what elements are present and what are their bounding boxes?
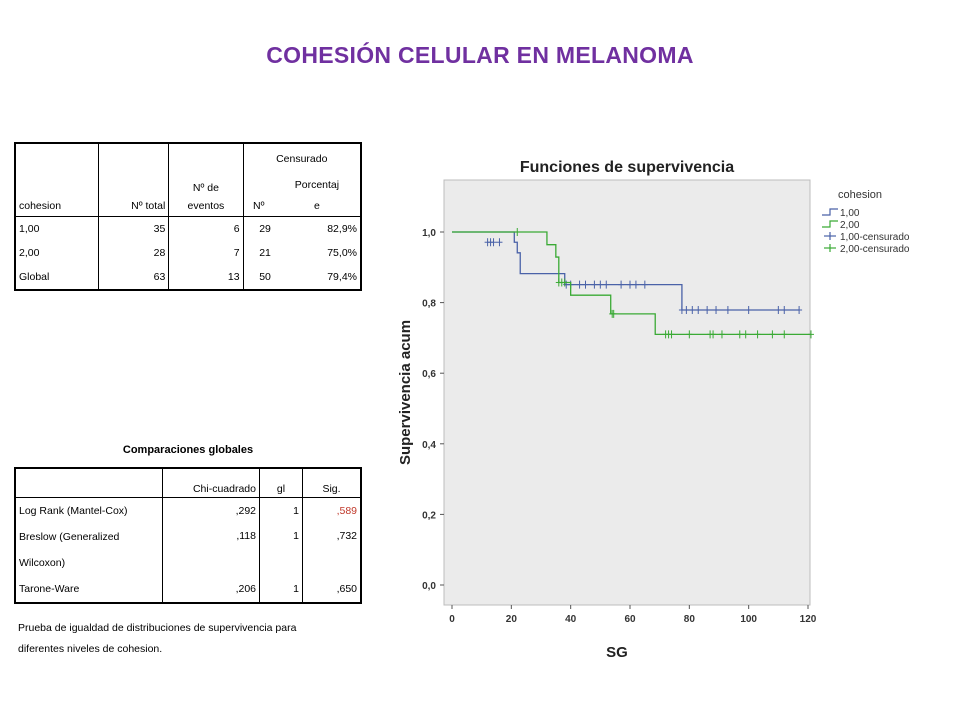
cell-test: Log Rank (Mantel-Cox) xyxy=(15,497,163,524)
censoring-summary-table: cohesion Nº total Nº de eventos Censurad… xyxy=(14,142,362,291)
cell-total: 28 xyxy=(98,241,169,265)
cell-sig: ,589 xyxy=(302,497,361,524)
y-tick-label: 0,0 xyxy=(422,581,436,592)
table-row: Tarone-Ware ,206 1 ,650 xyxy=(15,576,361,603)
cell-gl: 1 xyxy=(259,576,303,603)
cell-test: Breslow (Generalized Wilcoxon) xyxy=(15,524,163,576)
cell-events: 13 xyxy=(168,265,244,290)
cell-test: Tarone-Ware xyxy=(19,583,80,595)
cell-pct: 79,4% xyxy=(327,271,357,283)
x-tick-label: 40 xyxy=(565,614,577,625)
legend-swatch xyxy=(822,208,838,216)
table-row: 1,00 35 6 29 82,9% xyxy=(15,216,361,241)
cell-pct: 75,0% xyxy=(327,247,357,259)
cell-events: 6 xyxy=(168,216,244,241)
header-events-line2: eventos xyxy=(187,200,225,212)
header-censored: Censurado xyxy=(242,143,361,174)
header-gl: gl xyxy=(259,468,303,498)
footnote-line1: Prueba de igualdad de distribuciones de … xyxy=(18,622,297,634)
cell-gl: 1 xyxy=(259,524,303,576)
y-tick-label: 0,8 xyxy=(422,299,436,310)
y-axis-label: Supervivencia acum xyxy=(397,320,414,465)
x-tick-label: 120 xyxy=(800,614,817,625)
comparisons-caption: Comparaciones globales xyxy=(122,444,254,456)
header-sig: Sig. xyxy=(302,468,361,498)
survival-line-1 xyxy=(452,231,800,311)
cell-pct: 82,9% xyxy=(273,216,361,241)
survival-line-2 xyxy=(452,231,811,336)
cell-censored-n: 29 xyxy=(242,216,274,241)
table-row: Global 63 13 50 79,4% xyxy=(15,265,361,290)
header-events: Nº de eventos xyxy=(168,143,244,217)
header-events-line1: Nº de xyxy=(192,182,219,194)
legend-label: 1,00-censurado xyxy=(840,232,910,243)
plot-background xyxy=(443,179,811,606)
header-total: Nº total xyxy=(98,143,169,217)
legend-title: cohesion xyxy=(838,189,882,201)
cell-test-line1: Breslow (Generalized xyxy=(19,531,120,543)
header-chi: Chi-cuadrado xyxy=(162,468,260,498)
y-tick-label: 1,0 xyxy=(422,228,436,239)
legend-label: 1,00 xyxy=(840,208,860,219)
legend-label: 2,00-censurado xyxy=(840,244,910,255)
survival-chart: Funciones de supervivencia 0,0 0,2 0,4 0,6 0,… xyxy=(397,159,910,661)
header-cohesion: cohesion xyxy=(19,200,62,212)
y-tick-label: 0,6 xyxy=(422,369,436,380)
y-tick-label: 0,4 xyxy=(422,440,436,451)
y-tick-label: 0,2 xyxy=(422,510,436,521)
x-tick-label: 0 xyxy=(449,614,455,625)
header-censored-n: Nº xyxy=(242,196,274,217)
cell-chi: ,118 xyxy=(162,524,260,576)
cell-censored-n: 50 xyxy=(242,265,274,290)
cell-test-line2: Wilcoxon) xyxy=(19,557,66,569)
cell-chi: ,206 xyxy=(162,576,260,603)
table-row: Log Rank (Mantel-Cox) ,292 1 ,589 xyxy=(15,497,361,524)
cell-censored-n: 21 xyxy=(242,241,274,265)
cell-total: 63 xyxy=(98,265,169,290)
header-pct-line2: e xyxy=(314,200,320,212)
table-row: Breslow (Generalized Wilcoxon) ,118 1 ,7… xyxy=(15,524,361,576)
x-tick-label: 100 xyxy=(740,614,757,625)
cell-chi: ,292 xyxy=(162,497,260,524)
header-pct-line1: Porcentaj xyxy=(294,179,340,191)
x-tick-label: 20 xyxy=(506,614,518,625)
legend-swatch xyxy=(822,220,838,228)
cell-gl: 1 xyxy=(259,497,303,524)
chart-title: Funciones de supervivencia xyxy=(520,159,734,176)
cell-events: 7 xyxy=(168,241,244,265)
comparisons-table: Chi-cuadrado gl Sig. Log Rank (Mantel-Co… xyxy=(14,467,362,604)
legend-label: 2,00 xyxy=(840,220,860,231)
page-title: COHESIÓN CELULAR EN MELANOMA xyxy=(266,42,694,68)
cell-sig: ,732 xyxy=(302,524,361,576)
cell-total: 35 xyxy=(98,216,169,241)
cell-sig: ,650 xyxy=(302,576,361,603)
table-row: 2,00 28 7 21 75,0% xyxy=(15,241,361,265)
comparisons-footnote: Prueba de igualdad de distribuciones de … xyxy=(18,618,368,660)
x-tick-label: 60 xyxy=(624,614,636,625)
footnote-line2: diferentes niveles de cohesion. xyxy=(18,643,163,655)
x-axis-label: SG xyxy=(606,644,628,661)
cell-group: 1,00 xyxy=(15,216,99,241)
cell-group: 2,00 xyxy=(19,247,40,259)
cell-group: Global xyxy=(19,271,50,283)
x-tick-label: 80 xyxy=(684,614,696,625)
